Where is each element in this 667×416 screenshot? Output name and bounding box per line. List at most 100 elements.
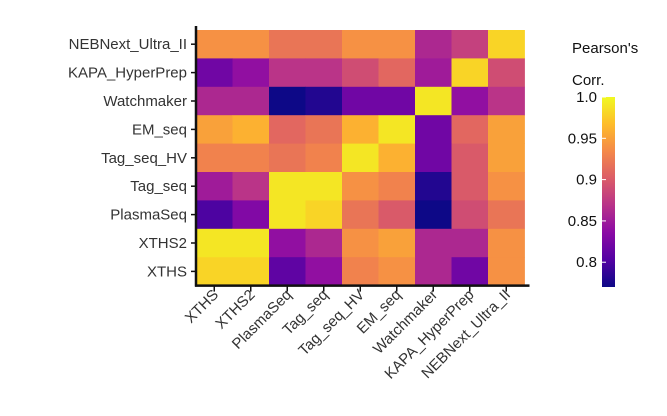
row-label: KAPA_HyperPrep <box>68 65 187 82</box>
heatmap-cell <box>232 143 270 173</box>
heatmap-cell <box>232 86 270 116</box>
heatmap-cell <box>378 257 416 286</box>
colorbar-tick-label: 0.85 <box>568 213 597 230</box>
row-label: XTHS <box>147 263 187 280</box>
heatmap-cell <box>269 30 306 59</box>
heatmap-cell <box>232 172 270 201</box>
heatmap-cell <box>378 228 416 258</box>
heatmap-cell <box>269 228 306 258</box>
heatmap-cell <box>488 257 525 286</box>
heatmap-cell <box>342 172 379 201</box>
heatmap-cell <box>305 58 343 88</box>
heatmap-cell <box>269 143 306 173</box>
colorbar-legend: Pearson's Corr. 1.0 0.95 0.9 0.85 0.8 <box>568 40 638 287</box>
heatmap-cell <box>488 228 525 258</box>
heatmap-cell <box>269 257 306 286</box>
heatmap-cell <box>196 143 233 173</box>
colorbar <box>602 97 615 287</box>
heatmap-cell <box>451 200 489 230</box>
heatmap-cell <box>378 200 416 230</box>
heatmap-cell <box>451 86 489 116</box>
row-label: EM_seq <box>132 121 187 138</box>
heatmap-cell <box>488 86 525 116</box>
heatmap-cell <box>305 172 343 201</box>
heatmap-cell <box>196 172 233 201</box>
legend-title-line2: Corr. <box>572 72 605 89</box>
heatmap-cell <box>415 58 452 88</box>
heatmap-cells <box>196 30 525 286</box>
heatmap-cell <box>305 228 343 258</box>
heatmap-cell <box>451 228 489 258</box>
column-labels: XTHSXTHS2PlasmaSeqTag_seqTag_seq_HVEM_se… <box>182 285 514 383</box>
heatmap-cell <box>451 172 489 201</box>
row-label: Tag_seq <box>130 178 187 195</box>
heatmap-cell <box>342 30 379 59</box>
heatmap-cell <box>415 115 452 144</box>
heatmap-cell <box>488 58 525 88</box>
heatmap-cell <box>305 30 343 59</box>
heatmap-cell <box>232 30 270 59</box>
heatmap-cell <box>378 143 416 173</box>
heatmap-cell <box>378 172 416 201</box>
heatmap-cell <box>415 172 452 201</box>
heatmap-cell <box>196 115 233 144</box>
heatmap-cell <box>488 115 525 144</box>
heatmap-cell <box>342 58 379 88</box>
row-label: XTHS2 <box>139 235 187 252</box>
heatmap-cell <box>196 228 233 258</box>
heatmap-cell <box>232 115 270 144</box>
heatmap-cell <box>305 86 343 116</box>
heatmap-cell <box>378 86 416 116</box>
heatmap-cell <box>196 30 233 59</box>
heatmap-cell <box>269 115 306 144</box>
heatmap-cell <box>488 143 525 173</box>
axes <box>194 26 530 287</box>
heatmap-cell <box>269 200 306 230</box>
heatmap-cell <box>269 58 306 88</box>
heatmap-cell <box>342 86 379 116</box>
heatmap-cell <box>488 200 525 230</box>
heatmap-cell <box>378 58 416 88</box>
colorbar-tick-label: 0.9 <box>576 172 597 189</box>
heatmap-cell <box>196 257 233 286</box>
row-label: Watchmaker <box>103 93 187 110</box>
heatmap-cell <box>378 115 416 144</box>
row-label: PlasmaSeq <box>110 207 187 224</box>
heatmap-cell <box>196 58 233 88</box>
heatmap-cell <box>488 30 525 59</box>
heatmap-cell <box>305 143 343 173</box>
row-label: NEBNext_Ultra_II <box>69 36 187 53</box>
heatmap-cell <box>415 86 452 116</box>
heatmap-cell <box>415 257 452 286</box>
heatmap-cell <box>488 172 525 201</box>
heatmap-cell <box>232 257 270 286</box>
heatmap-cell <box>451 115 489 144</box>
colorbar-tick-label: 0.95 <box>568 130 597 147</box>
colorbar-tick-label: 0.8 <box>576 254 597 271</box>
heatmap-cell <box>415 143 452 173</box>
heatmap-cell <box>342 228 379 258</box>
row-labels: NEBNext_Ultra_II KAPA_HyperPrep Watchmaker… <box>68 36 196 280</box>
heatmap-cell <box>378 30 416 59</box>
heatmap-cell <box>232 228 270 258</box>
legend-title-line1: Pearson's <box>572 40 638 57</box>
heatmap-cell <box>415 228 452 258</box>
heatmap-cell <box>232 200 270 230</box>
heatmap-cell <box>196 86 233 116</box>
heatmap-cell <box>196 200 233 230</box>
heatmap-cell <box>415 30 452 59</box>
row-label: Tag_seq_HV <box>101 150 187 167</box>
heatmap-cell <box>269 172 306 201</box>
heatmap-cell <box>451 257 489 286</box>
heatmap-cell <box>305 115 343 144</box>
heatmap-cell <box>342 115 379 144</box>
heatmap-cell <box>451 58 489 88</box>
heatmap-cell <box>232 58 270 88</box>
heatmap-cell <box>451 30 489 59</box>
heatmap-cell <box>342 257 379 286</box>
heatmap-cell <box>269 86 306 116</box>
heatmap-cell <box>451 143 489 173</box>
heatmap-cell <box>305 257 343 286</box>
heatmap-cell <box>342 143 379 173</box>
